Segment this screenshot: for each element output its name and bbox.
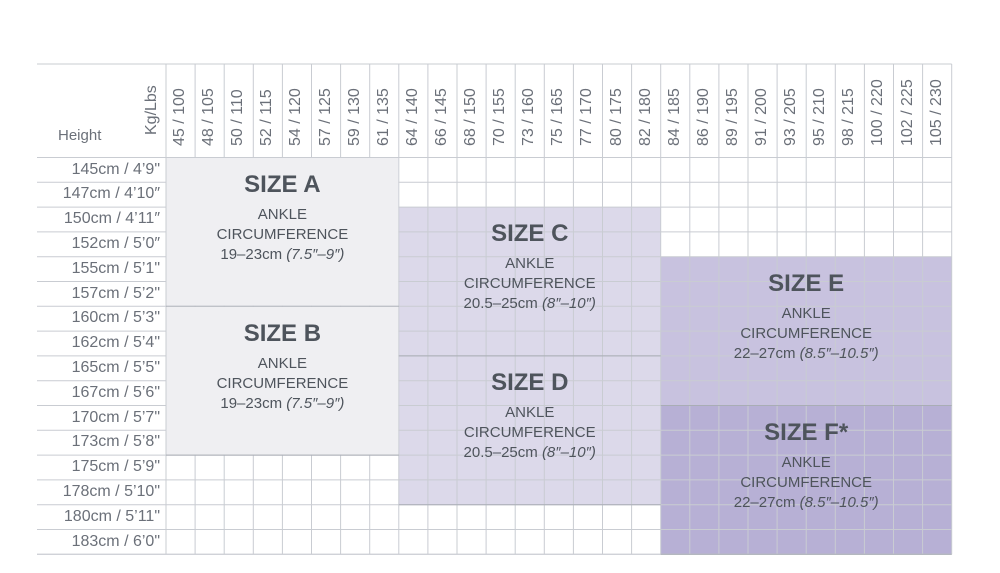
- size-range: 20.5–25cm (8″–10″): [399, 444, 661, 461]
- height-label: 165cm / 5’5": [71, 358, 160, 376]
- weight-label: 57 / 125: [316, 88, 334, 146]
- size-a-zone: SIZE A ANKLE CIRCUMFERENCE 19–23cm (7.5″–9″…: [166, 158, 399, 307]
- size-range: 20.5–25cm (8″–10″): [399, 295, 661, 312]
- weight-label: 105 / 230: [927, 79, 945, 146]
- height-label: 180cm / 5’11": [63, 507, 160, 525]
- size-d-zone: SIZE D ANKLE CIRCUMFERENCE 20.5–25cm (8″–10…: [399, 356, 661, 505]
- size-range-metric: 19–23cm: [220, 394, 283, 412]
- size-range-imperial: (8″–10″): [541, 295, 596, 313]
- weight-label: 70 / 155: [491, 88, 509, 146]
- weight-label: 98 / 215: [840, 88, 858, 146]
- weight-label: 84 / 185: [665, 88, 683, 146]
- weight-label: 59 / 130: [345, 88, 363, 146]
- size-range-metric: 20.5–25cm: [463, 295, 538, 313]
- weight-label: 75 / 165: [549, 88, 567, 146]
- size-e-zone: SIZE E ANKLE CIRCUMFERENCE 22–27cm (8.5″–10…: [661, 257, 952, 406]
- size-title: SIZE B: [243, 319, 322, 347]
- size-title: SIZE A: [244, 170, 321, 198]
- height-label: 152cm / 5’0″: [71, 234, 160, 252]
- size-c-zone: SIZE C ANKLE CIRCUMFERENCE 20.5–25cm (8″–10…: [399, 207, 661, 356]
- size-title: SIZE D: [491, 369, 569, 397]
- size-range-imperial: (7.5″–9″): [286, 394, 345, 412]
- size-range: 19–23cm (7.5″–9″): [166, 246, 399, 263]
- weight-label: 89 / 195: [723, 88, 741, 146]
- size-title: SIZE F*: [764, 418, 849, 446]
- height-column-header: Height: [58, 127, 102, 144]
- weight-label: 73 / 160: [520, 88, 538, 146]
- height-label: 147cm / 4’10″: [62, 185, 160, 203]
- size-measure-label: CIRCUMFERENCE: [216, 225, 349, 243]
- height-label: 150cm / 4’11″: [63, 210, 160, 228]
- height-label: 170cm / 5’7": [71, 408, 160, 426]
- weight-label: 100 / 220: [869, 79, 887, 146]
- size-range-metric: 20.5–25cm: [463, 444, 538, 462]
- weight-label: 61 / 135: [374, 88, 392, 146]
- weight-label: 48 / 105: [200, 88, 218, 146]
- weight-label: 86 / 190: [694, 88, 712, 146]
- size-f-zone: SIZE F* ANKLE CIRCUMFERENCE 22–27cm (8.5″–1…: [661, 406, 952, 555]
- size-b-panel: [166, 306, 399, 455]
- size-measure-label: CIRCUMFERENCE: [740, 473, 873, 491]
- height-label: 162cm / 5’4": [71, 334, 160, 352]
- weight-label: 77 / 170: [578, 88, 596, 146]
- size-measure-label: ANKLE: [505, 255, 555, 273]
- weight-label: 50 / 110: [229, 89, 247, 146]
- height-label: 167cm / 5’6": [71, 383, 160, 401]
- size-measure-label: CIRCUMFERENCE: [463, 424, 596, 442]
- size-range-imperial: (8.5″–10.5″): [799, 493, 879, 511]
- weight-label: 93 / 205: [782, 88, 800, 146]
- height-label: 155cm / 5’1": [71, 259, 160, 277]
- size-measure-label: CIRCUMFERENCE: [463, 275, 596, 293]
- height-label: 173cm / 5’8": [71, 433, 160, 451]
- size-range-imperial: (8.5″–10.5″): [799, 345, 879, 363]
- size-range-metric: 19–23cm: [220, 245, 283, 263]
- weight-label: 80 / 175: [607, 88, 625, 146]
- weight-label: 68 / 150: [462, 88, 479, 146]
- size-measure-label: ANKLE: [505, 404, 555, 422]
- size-range: 22–27cm (8.5″–10.5″): [661, 345, 952, 362]
- height-label: 178cm / 5’10": [62, 482, 160, 500]
- size-measure-label: CIRCUMFERENCE: [740, 325, 873, 343]
- size-title: SIZE E: [768, 270, 845, 298]
- size-measure-label: ANKLE: [257, 354, 307, 372]
- size-measure-label: CIRCUMFERENCE: [216, 374, 349, 392]
- weight-label: 91 / 200: [753, 88, 770, 146]
- size-measure-label: ANKLE: [257, 205, 307, 223]
- size-title: SIZE C: [491, 220, 569, 248]
- weight-label: 95 / 210: [811, 88, 829, 146]
- weight-label: 52 / 115: [258, 89, 276, 146]
- size-range-metric: 22–27cm: [733, 345, 796, 363]
- height-label: 183cm / 6’0": [71, 532, 160, 550]
- height-label: 145cm / 4’9": [71, 160, 160, 178]
- size-range-imperial: (8″–10″): [541, 444, 596, 462]
- weight-label: 82 / 180: [636, 88, 654, 146]
- size-range-metric: 22–27cm: [733, 493, 796, 511]
- weight-label: 64 / 140: [403, 88, 421, 146]
- height-label: 160cm / 5’3": [71, 309, 160, 327]
- size-measure-label: ANKLE: [781, 305, 831, 323]
- weight-label: 66 / 145: [432, 88, 450, 146]
- size-range: 22–27cm (8.5″–10.5″): [661, 494, 952, 511]
- weight-axis-header: Kg/Lbs: [143, 85, 160, 135]
- weight-label: 102 / 225: [898, 79, 916, 146]
- size-range-imperial: (7.5″–9″): [286, 245, 345, 263]
- size-measure-label: ANKLE: [781, 453, 831, 471]
- height-label: 175cm / 5’9": [71, 458, 160, 476]
- size-range: 19–23cm (7.5″–9″): [166, 395, 399, 412]
- size-b-zone: SIZE B ANKLE CIRCUMFERENCE 19–23cm (7.5″–9″…: [166, 306, 399, 455]
- height-label: 157cm / 5’2": [71, 284, 160, 302]
- weight-label: 54 / 120: [287, 88, 305, 146]
- weight-label: 45 / 100: [171, 88, 188, 146]
- size-a-panel: [166, 158, 399, 306]
